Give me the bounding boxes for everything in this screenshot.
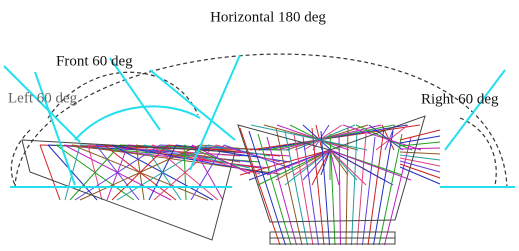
left-arc bbox=[11, 130, 30, 185]
front-ray-d bbox=[150, 70, 235, 140]
horizontal-label: Horizontal 180 deg bbox=[210, 9, 326, 25]
ray bbox=[400, 142, 440, 146]
rays bbox=[40, 125, 440, 245]
right-ray bbox=[445, 70, 505, 150]
front-curve bbox=[75, 106, 200, 140]
diagram: Horizontal 180 deg Front 60 deg Left 60 … bbox=[0, 0, 519, 251]
ray bbox=[400, 136, 440, 143]
front-ray-c bbox=[190, 55, 240, 170]
front-label: Front 60 deg bbox=[56, 53, 133, 69]
ray bbox=[374, 131, 394, 245]
left-prism bbox=[22, 140, 235, 240]
page: Horizontal 180 deg Front 60 deg Left 60 … bbox=[0, 0, 519, 251]
ray bbox=[40, 145, 60, 200]
front-ray-a bbox=[35, 72, 75, 185]
right-label: Right 60 deg bbox=[421, 91, 499, 107]
ray bbox=[75, 145, 160, 200]
right-arc bbox=[460, 118, 496, 185]
ray bbox=[400, 152, 440, 154]
ray bbox=[400, 148, 440, 149]
left-label: Left 60 deg bbox=[8, 90, 78, 106]
ray bbox=[303, 137, 319, 245]
